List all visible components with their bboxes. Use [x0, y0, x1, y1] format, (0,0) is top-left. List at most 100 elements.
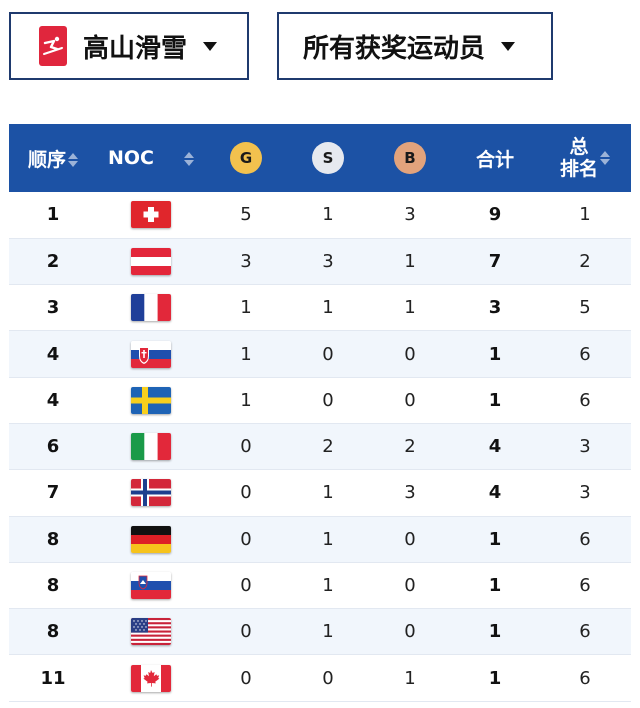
noc-cell: [97, 562, 205, 608]
united-states-flag: [131, 618, 171, 646]
silver-count-cell: 0: [322, 667, 334, 689]
silver-count-cell: 3: [322, 250, 334, 272]
gold-count-cell: 5: [240, 204, 252, 226]
alpine-skiing-icon: [39, 26, 67, 66]
noc-cell: [97, 377, 205, 423]
silver-count-cell: 1: [322, 575, 334, 597]
switzerland-flag: [131, 201, 171, 229]
order-column-header[interactable]: 顺序: [9, 124, 97, 192]
sort-icon: [600, 151, 610, 165]
table-row[interactable]: 1 5 1 3 9 1: [9, 192, 631, 239]
total-column-header[interactable]: 合计: [451, 124, 539, 192]
noc-header-label: NOC: [108, 147, 154, 169]
gold-count-cell: 0: [240, 575, 252, 597]
noc-cell: [97, 331, 205, 377]
gold-count-cell: 0: [240, 667, 252, 689]
bronze-count-cell: 2: [404, 436, 416, 458]
silver-count-cell: 1: [322, 204, 334, 226]
bronze-count-cell: 0: [404, 575, 416, 597]
silver-count-cell: 1: [322, 482, 334, 504]
overall-rank-cell: 5: [579, 297, 591, 319]
gold-count-cell: 0: [240, 621, 252, 643]
overall-rank-column-header[interactable]: 总排名: [539, 124, 631, 192]
order-cell: 8: [46, 621, 60, 643]
france-flag: [131, 294, 171, 322]
gold-count-cell: 3: [240, 250, 252, 272]
table-row[interactable]: 4 1 0 0 1 6: [9, 330, 631, 378]
order-cell: 8: [46, 575, 60, 597]
sweden-flag: [131, 386, 171, 414]
bronze-count-cell: 0: [404, 528, 416, 550]
total-count-cell: 3: [488, 297, 502, 319]
bronze-column-header[interactable]: B: [369, 124, 451, 192]
bronze-count-cell: 0: [404, 621, 416, 643]
noc-cell: [97, 609, 205, 655]
table-row[interactable]: 6 0 2 2 4 3: [9, 423, 631, 470]
silver-count-cell: 1: [322, 297, 334, 319]
total-count-cell: 7: [488, 250, 502, 272]
gold-medal-icon: G: [230, 142, 262, 174]
overall-rank-cell: 3: [579, 436, 591, 458]
gold-count-cell: 1: [240, 389, 252, 411]
silver-count-cell: 2: [322, 436, 334, 458]
silver-count-cell: 1: [322, 528, 334, 550]
overall-rank-cell: 6: [579, 667, 591, 689]
athlete-filter-label: 所有获奖运动员: [303, 33, 486, 64]
table-row[interactable]: 8 0 1 0 1 6: [9, 562, 631, 609]
overall-rank-header-line2: 排名: [559, 158, 598, 180]
silver-count-cell: 0: [322, 389, 334, 411]
overall-rank-header-line1: 总: [569, 136, 589, 158]
gold-count-cell: 1: [240, 343, 252, 365]
noc-cell: [97, 285, 205, 331]
noc-cell: [97, 192, 205, 238]
italy-flag: [131, 433, 171, 461]
slovenia-flag: [131, 572, 171, 600]
athlete-filter-dropdown[interactable]: 所有获奖运动员: [277, 12, 553, 80]
gold-column-header[interactable]: G: [205, 124, 287, 192]
total-count-cell: 1: [488, 528, 502, 550]
table-row[interactable]: 3 1 1 1 3 5: [9, 285, 631, 331]
bronze-count-cell: 0: [404, 389, 416, 411]
chevron-down-icon: [203, 41, 218, 51]
bronze-count-cell: 1: [404, 297, 416, 319]
norway-flag: [131, 479, 171, 507]
chevron-down-icon: [501, 41, 516, 51]
table-row[interactable]: 8 0 1 0 1 6: [9, 608, 631, 655]
silver-medal-icon: S: [312, 142, 344, 174]
sort-icon: [68, 153, 78, 167]
silver-count-cell: 1: [322, 621, 334, 643]
bronze-count-cell: 1: [404, 250, 416, 272]
silver-count-cell: 0: [322, 343, 334, 365]
noc-cell: [97, 238, 205, 284]
total-count-cell: 1: [488, 621, 502, 643]
silver-column-header[interactable]: S: [287, 124, 369, 192]
order-cell: 7: [46, 482, 60, 504]
gold-count-cell: 0: [240, 436, 252, 458]
table-row[interactable]: 2 3 3 1 7 2: [9, 238, 631, 285]
overall-rank-cell: 6: [579, 343, 591, 365]
gold-count-cell: 0: [240, 528, 252, 550]
noc-cell: [97, 470, 205, 516]
table-row[interactable]: 8 0 1 0 1 6: [9, 516, 631, 563]
order-cell: 3: [46, 297, 60, 319]
bronze-count-cell: 1: [404, 667, 416, 689]
noc-column-header[interactable]: NOC: [97, 124, 205, 192]
table-row[interactable]: 11 0 0 1 1 6: [9, 655, 631, 702]
order-cell: 6: [46, 436, 60, 458]
sport-dropdown[interactable]: 高山滑雪: [9, 12, 249, 80]
table-row[interactable]: 4 1 0 0 1 6: [9, 377, 631, 424]
order-cell: 4: [46, 343, 60, 365]
overall-rank-header-label: 总排名: [560, 136, 598, 180]
table-row[interactable]: 7 0 1 3 4 3: [9, 470, 631, 517]
total-header-label: 合计: [475, 148, 514, 171]
total-count-cell: 1: [488, 389, 502, 411]
overall-rank-cell: 6: [579, 389, 591, 411]
total-count-cell: 9: [488, 204, 502, 226]
noc-cell: [97, 655, 205, 701]
slovakia-flag: [131, 340, 171, 368]
overall-rank-cell: 2: [579, 250, 591, 272]
sport-dropdown-label: 高山滑雪: [83, 33, 188, 64]
total-count-cell: 4: [488, 482, 502, 504]
order-cell: 11: [40, 667, 66, 689]
